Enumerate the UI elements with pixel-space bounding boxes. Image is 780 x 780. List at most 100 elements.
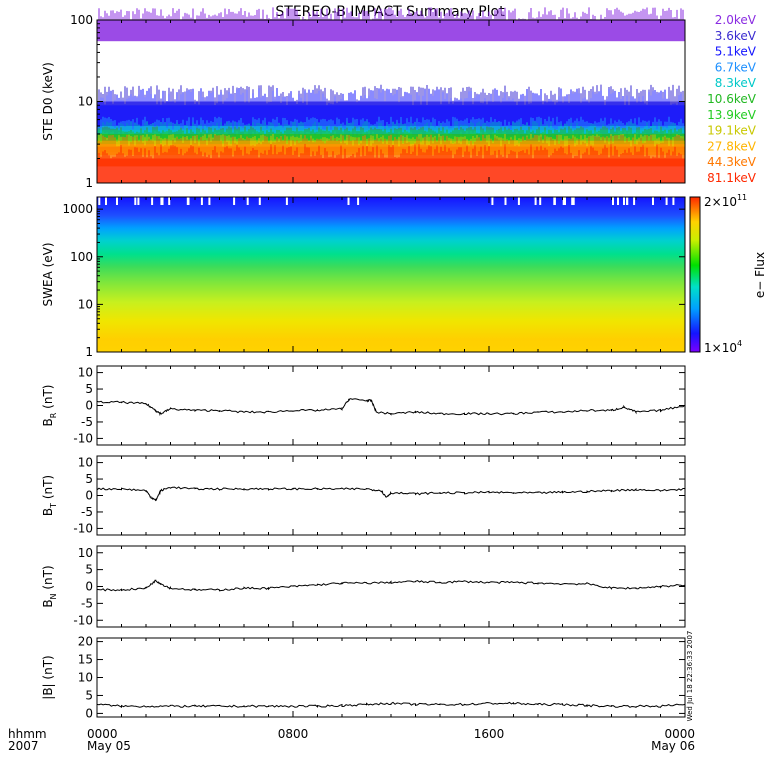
spectrogram-gap (572, 197, 575, 205)
x-tick-label-1: 0800 (278, 727, 309, 741)
y-axis-label-2: BR (nT) (41, 385, 58, 427)
y-tick-label: 0 (85, 399, 93, 413)
y-tick-label: 0 (85, 580, 93, 594)
colorbar-min-base: 1×10 (704, 341, 737, 355)
y-tick-label: 5 (85, 688, 93, 702)
y-tick-label: -5 (81, 415, 93, 429)
y-tick-label: 1000 (62, 202, 93, 216)
y-tick-label: 5 (85, 563, 93, 577)
panel-frame-3 (96, 455, 686, 536)
series-line (96, 579, 686, 592)
spectrogram-gap (200, 197, 203, 205)
x-tick-date-0: May 05 (87, 739, 131, 753)
spectrogram-gap (134, 197, 137, 205)
spectrogram-gap (137, 197, 140, 205)
x-tick-label-0: 0000 (87, 727, 118, 741)
spectrogram-gap (258, 197, 261, 205)
spectrogram-gap (617, 197, 619, 205)
spectrogram-gap (347, 197, 350, 205)
panel-frame-2 (96, 365, 686, 446)
series-10 (96, 143, 685, 183)
y-axis-label-unit: (nT) (41, 565, 55, 593)
y-tick-label: -10 (73, 431, 93, 445)
y-tick-label: 1 (85, 176, 93, 190)
y-axis-label-0: STE D0 (keV) (41, 62, 55, 141)
figure-title: STEREO-B IMPACT Summary Plot (275, 4, 505, 20)
y-axis-label-base: B (41, 508, 55, 516)
panel-0: 1 10 100 STE D0 (keV) (41, 7, 686, 190)
colorbar: 2×1011 1×104 e− Flux (689, 193, 767, 355)
panel-1: 1 10 100 1000 SWEA (eV) (41, 196, 686, 359)
y-axis-label-subscript: N (49, 593, 58, 599)
y-axis-label-5: |B| (nT) (41, 655, 55, 699)
spectrogram-gap (285, 197, 288, 205)
spectrogram-gap (517, 197, 520, 205)
y-axis-label-subscript: R (49, 412, 58, 418)
series-0 (97, 7, 685, 42)
series-noise-0 (98, 7, 684, 20)
spectrogram-gap (534, 197, 537, 205)
spectrogram-gap (623, 197, 625, 205)
spectrogram-gap (98, 197, 101, 205)
spectrogram-gap (161, 197, 164, 205)
spectrogram-gap (612, 197, 614, 205)
y-tick-label: 10 (78, 297, 93, 311)
y-tick-label: -5 (81, 596, 93, 610)
x-tick-date-3: May 06 (651, 739, 695, 753)
x-corner-label-1: 2007 (8, 739, 39, 753)
colorbar-title: e− Flux (753, 252, 767, 298)
legend-entry-3: 6.7keV (715, 60, 757, 74)
legend-entry-10: 81.1keV (707, 171, 757, 185)
series-line (96, 486, 685, 502)
spectrogram-gap (105, 197, 107, 205)
y-tick-label: -10 (73, 521, 93, 535)
legend-entry-9: 44.3keV (707, 155, 757, 169)
y-axis-label-base: B (41, 599, 55, 607)
y-tick-label: 0 (85, 489, 93, 503)
spectrogram-gap (564, 197, 566, 205)
timestamp: Wed Jul 18 22:36:33 2007 (686, 631, 694, 722)
y-axis-label-unit: (nT) (41, 475, 55, 503)
spectrogram-gap (626, 197, 629, 205)
y-tick-label: 10 (78, 456, 93, 470)
panel-frame-4 (96, 545, 686, 628)
y-tick-label: 10 (78, 671, 93, 685)
spectrogram-gap (652, 197, 654, 205)
y-tick-label: -10 (73, 613, 93, 627)
colorbar-max-exponent: 11 (737, 193, 747, 202)
spectrogram-gap (116, 197, 118, 205)
x-tick-label-2: 1600 (474, 727, 505, 741)
legend-entry-6: 13.9keV (707, 108, 757, 122)
series-line (96, 398, 686, 417)
panel-3: -10 -5 0 5 10 BT (nT) (41, 455, 686, 536)
spectrogram-gap (246, 197, 249, 205)
y-axis-label-subscript: T (49, 503, 58, 509)
spectrogram-gap (233, 197, 236, 205)
y-tick-label: 5 (85, 472, 93, 486)
spectrogram-gap (672, 197, 675, 205)
y-tick-label: 1 (85, 345, 93, 359)
y-tick-label: 10 (78, 366, 93, 380)
x-corner-label-0: hhmm (8, 727, 47, 741)
y-tick-label: 5 (85, 382, 93, 396)
legend-entry-7: 19.1keV (707, 124, 757, 138)
spectrogram-gap (491, 197, 494, 205)
y-tick-label: 10 (78, 95, 93, 109)
colorbar-max-base: 2×10 (704, 195, 737, 209)
series-line (96, 701, 686, 709)
spectrogram-gap (571, 197, 574, 205)
y-tick-label: 10 (78, 546, 93, 560)
spectrogram-gap (665, 197, 668, 205)
spectrogram-gap (633, 197, 636, 205)
spectrogram-gap (504, 197, 507, 205)
y-axis-label-unit: (nT) (41, 385, 55, 413)
legend-entry-2: 5.1keV (715, 45, 757, 59)
y-axis-label-base: B (41, 418, 55, 426)
spectrogram-gap (539, 197, 542, 205)
y-axis-label-1: SWEA (eV) (41, 242, 55, 306)
y-tick-label: 100 (70, 13, 93, 27)
